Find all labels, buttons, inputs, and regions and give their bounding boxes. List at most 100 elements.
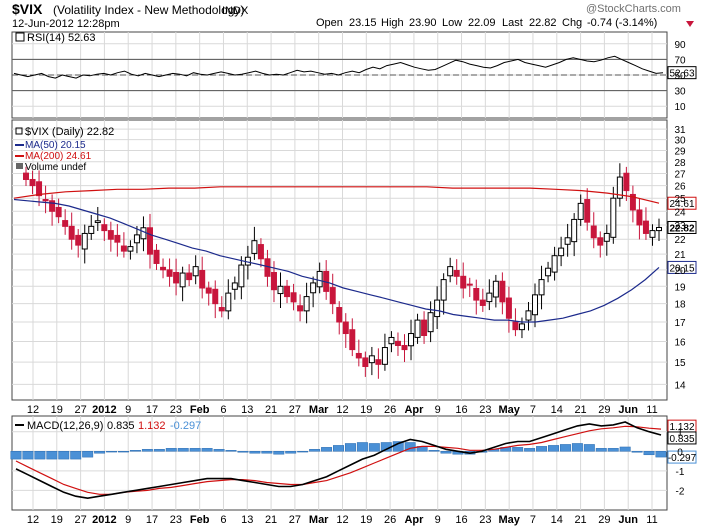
macd-legend-label: MACD(12,26,9) (27, 420, 103, 432)
candle-body (107, 230, 114, 240)
candle-body (290, 292, 297, 303)
candle-body (434, 299, 441, 318)
ma50-last-value: 20.15 (669, 263, 694, 274)
candle-body (36, 181, 43, 197)
macd-histogram-bar (201, 448, 213, 452)
x-tick-label-bottom: 7 (530, 514, 536, 526)
ma50-last-value-box (667, 260, 697, 274)
macd-histogram-bar (106, 451, 118, 453)
candle-body (23, 172, 29, 180)
price-y-tick: 25 (674, 194, 686, 205)
x-tick-label-bottom: 16 (455, 514, 467, 526)
candle-body (629, 193, 636, 211)
macd-histogram-bar (273, 451, 285, 455)
candle-body (81, 232, 88, 250)
macd-histogram-bar (368, 443, 380, 452)
macd-histogram-bar (512, 447, 524, 452)
x-tick-label-bottom: 14 (551, 514, 563, 526)
macd-histogram-bar (631, 451, 643, 453)
x-tick-label: 7 (530, 404, 536, 416)
chart-date: 12-Jun-2012 12:28pm (12, 18, 120, 30)
candle-body (590, 225, 597, 239)
last-value: 22.82 (529, 17, 557, 29)
x-tick-label-bottom: 23 (170, 514, 182, 526)
macd-histogram-bar (189, 448, 201, 452)
chart-symbol: $VIX (12, 1, 43, 17)
ma50-legend: MA(50) 20.15 (25, 140, 86, 151)
candle-body (160, 266, 167, 271)
macd-histogram-bar (141, 449, 153, 452)
candle-body (199, 270, 206, 289)
macd-histogram-bar (261, 451, 273, 454)
rsi-legend-text: RSI(14) 52.63 (27, 32, 95, 44)
macd-histogram-bar (285, 451, 297, 454)
candle-body (603, 232, 610, 242)
macd-last-value: -0.297 (668, 453, 697, 464)
candle-body (362, 357, 369, 367)
ma200-last-value-box (667, 196, 697, 210)
macd-histogram-bar (595, 448, 607, 452)
candle-body (277, 285, 284, 295)
last-label: Last (502, 17, 523, 29)
candle-body (68, 225, 75, 240)
grid-lines (12, 32, 667, 510)
candle-body (310, 282, 317, 294)
candle-body (577, 202, 584, 220)
rsi-y-tick: 30 (674, 87, 686, 98)
candle-body (616, 176, 623, 199)
candle-body (75, 234, 82, 246)
open-label: Open (316, 17, 343, 29)
candle-body (264, 258, 271, 277)
candle-body (179, 272, 186, 288)
rsi-y-tick: 50 (674, 71, 686, 82)
macd-histogram-bar (559, 444, 571, 452)
price-y-tick: 31 (674, 125, 686, 136)
x-tick-label: May (498, 404, 520, 416)
x-tick-label: 26 (384, 404, 396, 416)
macd-last-value: 0.835 (669, 434, 694, 445)
candle-body (486, 292, 493, 303)
candle-body (225, 292, 232, 312)
macd-histogram-bar (643, 451, 655, 456)
x-tick-label-bottom: 2012 (92, 514, 116, 526)
x-tick-label-bottom: 26 (384, 514, 396, 526)
macd-histogram-bar (440, 451, 452, 454)
open-value: 23.15 (349, 17, 377, 29)
candle-body (499, 280, 506, 303)
candle-body (375, 359, 382, 365)
candle-body (238, 264, 245, 288)
macd-histogram-bar (153, 449, 165, 452)
axis-labels: 121219192727201220129917172323FebFeb6613… (27, 40, 686, 526)
price-y-tick: 16 (674, 337, 686, 348)
candle-body (146, 227, 153, 255)
candle-body (173, 271, 180, 284)
ma200-legend: MA(200) 24.61 (25, 151, 92, 162)
candle-body (166, 269, 173, 277)
macd-histogram-bar (583, 444, 595, 452)
price-y-tick: 19 (674, 282, 686, 293)
x-tick-label-bottom: 21 (574, 514, 586, 526)
macd-histogram-bar (607, 448, 619, 452)
price-y-tick: 14 (674, 380, 686, 391)
rsi-y-tick: 10 (674, 102, 686, 113)
price-legend: $VIX (Daily) 22.82 MA(50) 20.15 MA(200) … (15, 126, 114, 173)
high-value: 23.90 (409, 17, 437, 29)
macd-legend-macd: 0.835 (107, 420, 135, 432)
macd-last-value: 1.132 (669, 422, 694, 433)
candle-body (186, 272, 193, 281)
candle-body (538, 279, 545, 296)
macd-line (15, 421, 662, 500)
candle-body (636, 209, 643, 226)
candle-body (408, 333, 415, 347)
candle-body (401, 344, 408, 351)
candle-body (120, 245, 127, 252)
candle-body (545, 267, 552, 277)
x-tick-label: 27 (289, 404, 301, 416)
macd-histogram-bar (428, 450, 440, 452)
macd-legend-signal: 1.132 (138, 420, 166, 432)
candle-body (62, 220, 69, 227)
x-tick-label: 13 (241, 404, 253, 416)
macd-histogram-bar (536, 446, 548, 452)
candle-body (623, 172, 630, 192)
x-tick-label-bottom: 13 (241, 514, 253, 526)
